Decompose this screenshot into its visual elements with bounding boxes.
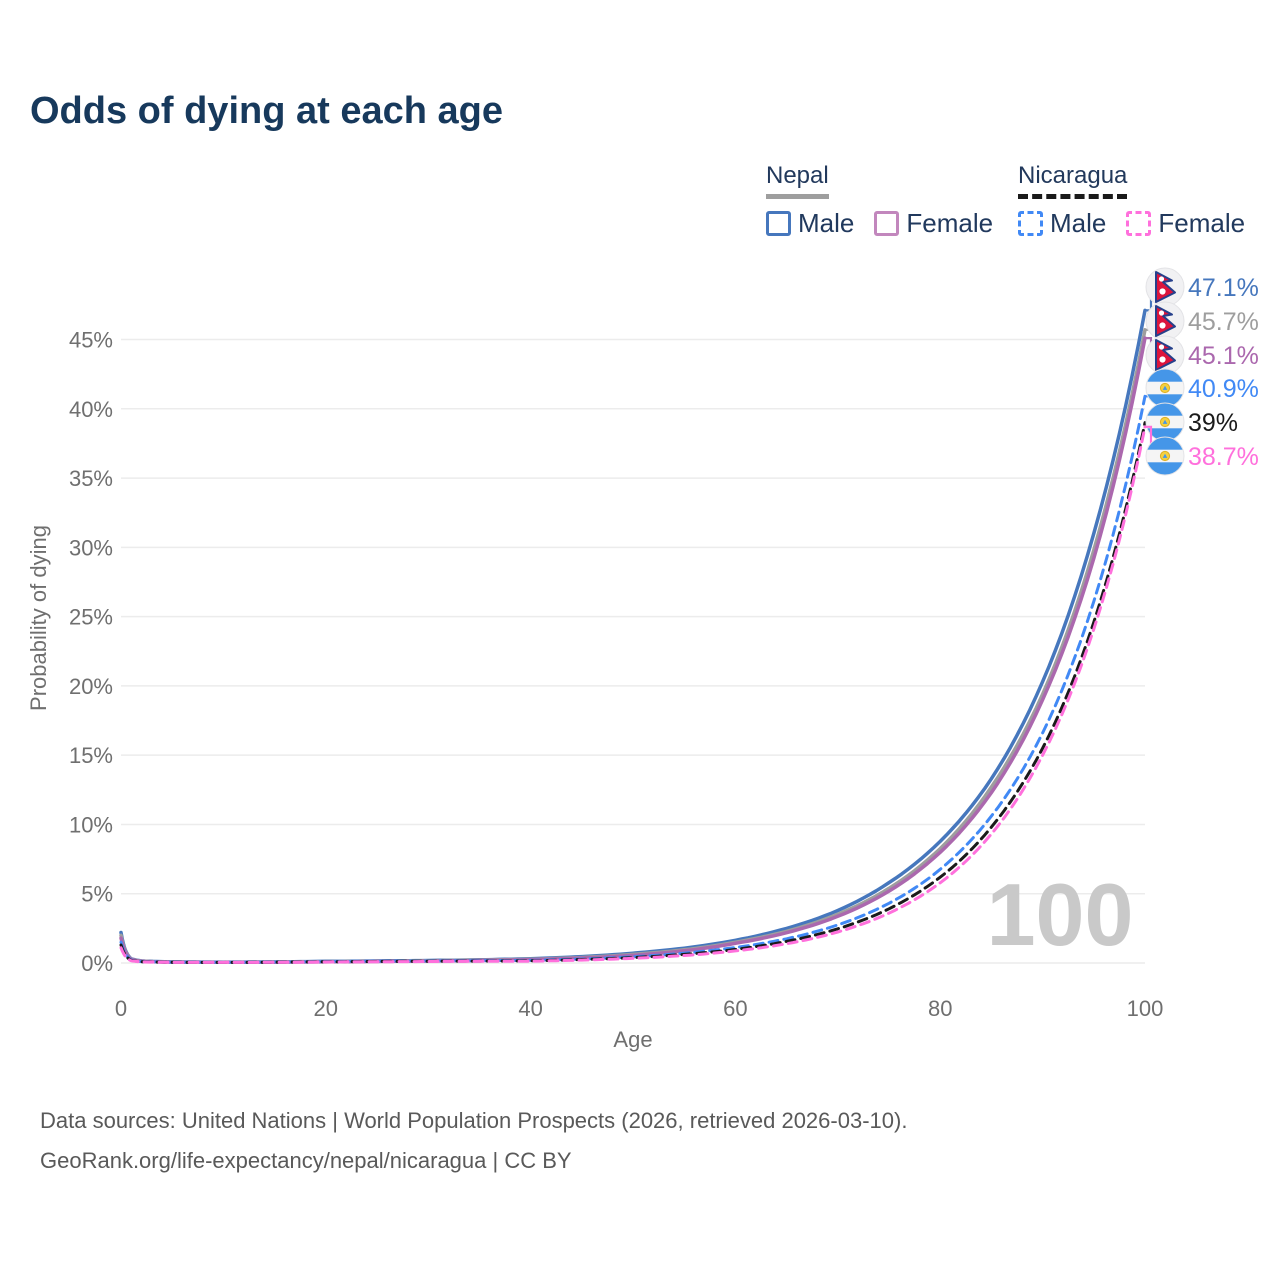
- y-tick-label: 40%: [69, 397, 113, 422]
- y-tick-label: 20%: [69, 674, 113, 699]
- nicaragua-dashed-line-swatch: [1018, 194, 1128, 199]
- legend-group-nepal: Nepal Male Female: [766, 162, 993, 239]
- end-value-label-nepal-male: 47.1%: [1188, 274, 1259, 302]
- x-tick-label: 40: [518, 996, 542, 1021]
- nepal-flag-icon: [1145, 335, 1185, 375]
- legend-group-nicaragua-header: Nicaragua: [1018, 162, 1128, 199]
- x-tick-label: 0: [115, 996, 127, 1021]
- nicaragua-female-checkbox-icon[interactable]: [1126, 211, 1152, 236]
- nepal-solid-line-swatch: [766, 194, 829, 199]
- legend-item-nicaragua-male[interactable]: Male: [1018, 208, 1106, 239]
- nicaragua-male-checkbox-icon[interactable]: [1018, 211, 1043, 236]
- legend-item-nepal-female[interactable]: Female: [874, 208, 993, 239]
- y-tick-label: 15%: [69, 743, 113, 768]
- legend-label: Male: [798, 208, 855, 238]
- attribution-line: GeoRank.org/life-expectancy/nepal/nicara…: [40, 1148, 572, 1173]
- data-sources-line: Data sources: United Nations | World Pop…: [40, 1108, 908, 1133]
- x-axis-title: Age: [613, 1027, 652, 1052]
- legend-label: Female: [1158, 208, 1246, 238]
- legend-group-nepal-header: Nepal: [766, 162, 829, 199]
- nepal-female-checkbox-icon[interactable]: [874, 211, 900, 236]
- legend-label: Female: [906, 208, 994, 238]
- legend-item-nicaragua-female[interactable]: Female: [1126, 208, 1245, 239]
- end-value-label-nicaragua-female: 38.7%: [1188, 443, 1259, 471]
- nepal-flag-icon: [1145, 301, 1185, 341]
- x-tick-label: 60: [723, 996, 747, 1021]
- y-tick-label: 5%: [81, 882, 113, 907]
- legend-group-nicaragua-title: Nicaragua: [1018, 162, 1128, 189]
- end-value-label-nicaragua-male: 40.9%: [1188, 375, 1259, 403]
- x-tick-label: 100: [1127, 996, 1164, 1021]
- y-tick-label: 30%: [69, 535, 113, 560]
- series-line-nicaragua-female: [119, 425, 1147, 964]
- age-counter-watermark: 100: [987, 865, 1134, 964]
- x-tick-label: 20: [314, 996, 338, 1021]
- nicaragua-flag-icon: [1146, 437, 1184, 475]
- y-tick-label: 45%: [69, 328, 113, 353]
- axis-ticks: 0% 5% 10% 15% 20% 25% 30% 35% 40% 45% 0 20 40 60 80 100: [69, 328, 1163, 1021]
- end-value-label-nepal: 45.7%: [1188, 308, 1259, 336]
- y-tick-label: 25%: [69, 605, 113, 630]
- end-value-label-nicaragua: 39%: [1188, 409, 1238, 437]
- series-lines: [119, 308, 1147, 965]
- legend-group-nepal-title: Nepal: [766, 162, 829, 189]
- y-axis-title: Probability of dying: [26, 525, 51, 711]
- legend-label: Male: [1050, 208, 1107, 238]
- end-value-label-nepal-female: 45.1%: [1188, 342, 1259, 370]
- nepal-flag-icon: [1145, 267, 1185, 307]
- legend-group-nicaragua: Nicaragua Male Female: [1018, 162, 1245, 239]
- nepal-male-checkbox-icon[interactable]: [766, 211, 791, 236]
- x-tick-label: 80: [928, 996, 952, 1021]
- end-labels-and-flags: 47.1% 45.7% 45.1% 40.9% 39% 38.7%: [1145, 267, 1259, 475]
- legend-item-nepal-male[interactable]: Male: [766, 208, 854, 239]
- page-title: Odds of dying at each age: [30, 90, 503, 132]
- y-tick-label: 35%: [69, 466, 113, 491]
- y-tick-label: 0%: [81, 951, 113, 976]
- y-tick-label: 10%: [69, 812, 113, 837]
- nicaragua-flag-icon: [1146, 369, 1184, 407]
